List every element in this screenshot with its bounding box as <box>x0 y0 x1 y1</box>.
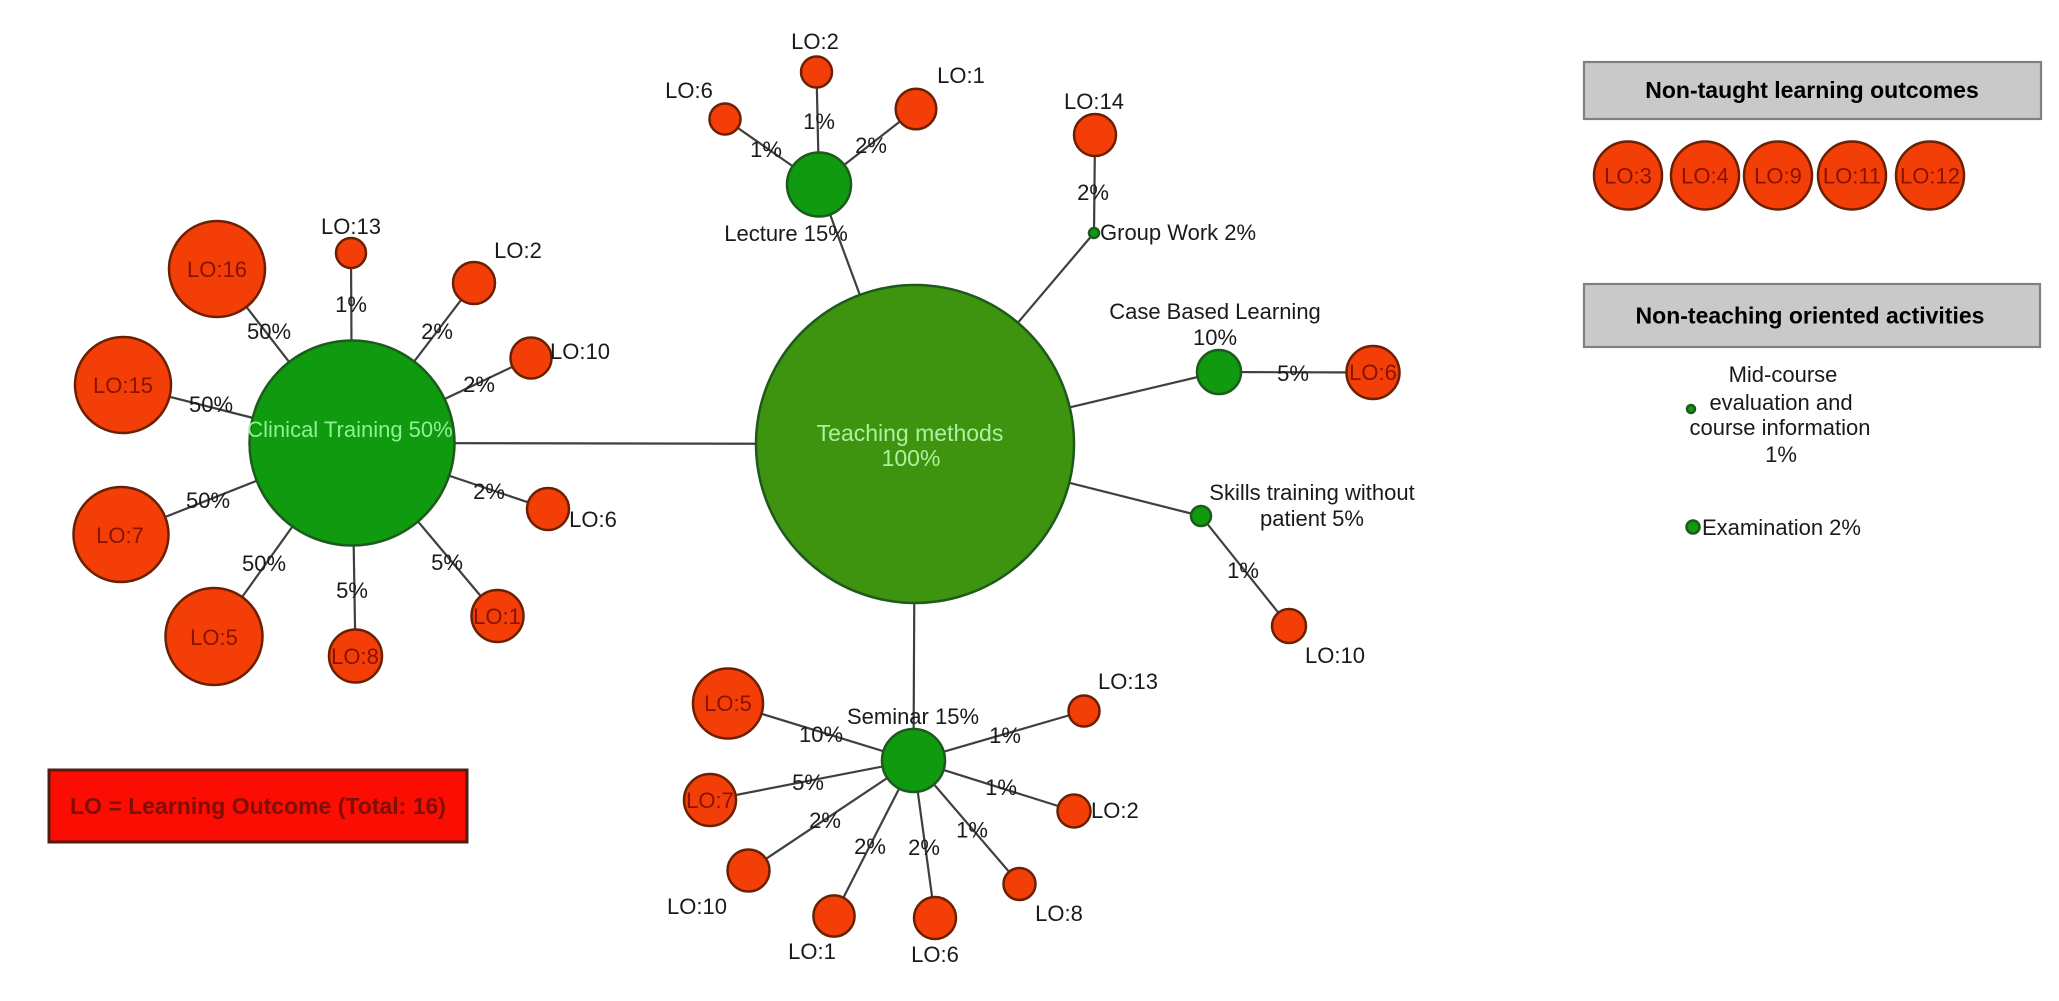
svg-text:100%: 100% <box>882 445 941 471</box>
svg-text:2%: 2% <box>421 319 453 344</box>
svg-text:2%: 2% <box>473 479 505 504</box>
svg-text:LO:8: LO:8 <box>331 644 379 669</box>
svg-text:2%: 2% <box>854 834 886 859</box>
svg-text:LO:7: LO:7 <box>96 523 144 548</box>
svg-text:LO:3: LO:3 <box>1604 164 1652 189</box>
svg-text:LO:7: LO:7 <box>686 788 734 813</box>
svg-text:LO:6: LO:6 <box>1349 360 1397 385</box>
svg-text:Group Work 2%: Group Work 2% <box>1100 220 1256 245</box>
svg-text:10%: 10% <box>799 722 843 747</box>
svg-text:Non-teaching oriented activiti: Non-teaching oriented activities <box>1636 303 1985 329</box>
svg-text:2%: 2% <box>908 835 940 860</box>
svg-text:LO:2: LO:2 <box>494 238 542 263</box>
svg-text:1%: 1% <box>750 137 782 162</box>
svg-text:5%: 5% <box>1277 361 1309 386</box>
svg-text:Skills training without: Skills training without <box>1209 480 1414 505</box>
svg-text:5%: 5% <box>792 770 824 795</box>
svg-text:Examination 2%: Examination 2% <box>1702 515 1861 540</box>
svg-text:1%: 1% <box>1765 442 1797 467</box>
svg-text:2%: 2% <box>809 808 841 833</box>
svg-text:LO:6: LO:6 <box>911 942 959 967</box>
svg-text:LO:6: LO:6 <box>569 507 617 532</box>
svg-text:1%: 1% <box>803 109 835 134</box>
svg-text:50%: 50% <box>247 319 291 344</box>
svg-text:LO:12: LO:12 <box>1900 164 1960 189</box>
svg-text:LO:11: LO:11 <box>1823 164 1881 189</box>
svg-text:50%: 50% <box>186 488 230 513</box>
svg-text:LO:5: LO:5 <box>704 691 752 716</box>
svg-text:LO:15: LO:15 <box>93 373 153 398</box>
svg-text:LO:13: LO:13 <box>321 214 381 239</box>
svg-text:LO:2: LO:2 <box>791 29 839 54</box>
svg-text:50%: 50% <box>242 551 286 576</box>
svg-text:patient 5%: patient 5% <box>1260 506 1364 531</box>
svg-text:1%: 1% <box>989 723 1021 748</box>
svg-text:Case Based Learning: Case Based Learning <box>1109 299 1321 324</box>
svg-text:Teaching methods: Teaching methods <box>817 420 1004 446</box>
svg-text:course information: course information <box>1690 415 1871 440</box>
svg-text:LO:5: LO:5 <box>190 625 238 650</box>
svg-text:LO:1: LO:1 <box>788 939 836 964</box>
svg-text:LO:10: LO:10 <box>667 894 727 919</box>
svg-text:Lecture 15%: Lecture 15% <box>724 221 848 246</box>
svg-text:LO:9: LO:9 <box>1754 164 1802 189</box>
svg-text:LO:1: LO:1 <box>473 604 521 629</box>
svg-text:Seminar 15%: Seminar 15% <box>847 704 979 729</box>
svg-text:LO:6: LO:6 <box>665 78 713 103</box>
svg-text:1%: 1% <box>985 775 1017 800</box>
svg-text:Clinical Training 50%: Clinical Training 50% <box>247 417 452 442</box>
svg-text:5%: 5% <box>336 578 368 603</box>
svg-text:2%: 2% <box>1077 180 1109 205</box>
svg-text:evaluation and: evaluation and <box>1709 390 1852 415</box>
svg-text:LO:14: LO:14 <box>1064 89 1124 114</box>
svg-text:LO = Learning Outcome (Total:: LO = Learning Outcome (Total: 16) <box>70 793 446 819</box>
svg-text:LO:16: LO:16 <box>187 257 247 282</box>
svg-text:LO:1: LO:1 <box>937 63 985 88</box>
svg-text:1%: 1% <box>1227 558 1259 583</box>
svg-text:1%: 1% <box>956 818 988 843</box>
svg-text:2%: 2% <box>463 372 495 397</box>
svg-text:LO:13: LO:13 <box>1098 669 1158 694</box>
svg-text:2%: 2% <box>855 133 887 158</box>
svg-text:LO:4: LO:4 <box>1681 164 1729 189</box>
svg-text:50%: 50% <box>189 392 233 417</box>
svg-text:1%: 1% <box>335 292 367 317</box>
svg-text:LO:10: LO:10 <box>550 339 610 364</box>
svg-text:10%: 10% <box>1193 325 1237 350</box>
svg-text:5%: 5% <box>431 550 463 575</box>
svg-text:LO:2: LO:2 <box>1091 798 1139 823</box>
svg-text:Mid-course: Mid-course <box>1729 362 1838 387</box>
svg-text:LO:10: LO:10 <box>1305 643 1365 668</box>
svg-text:LO:8: LO:8 <box>1035 901 1083 926</box>
svg-text:Non-taught learning outcomes: Non-taught learning outcomes <box>1645 77 1979 103</box>
